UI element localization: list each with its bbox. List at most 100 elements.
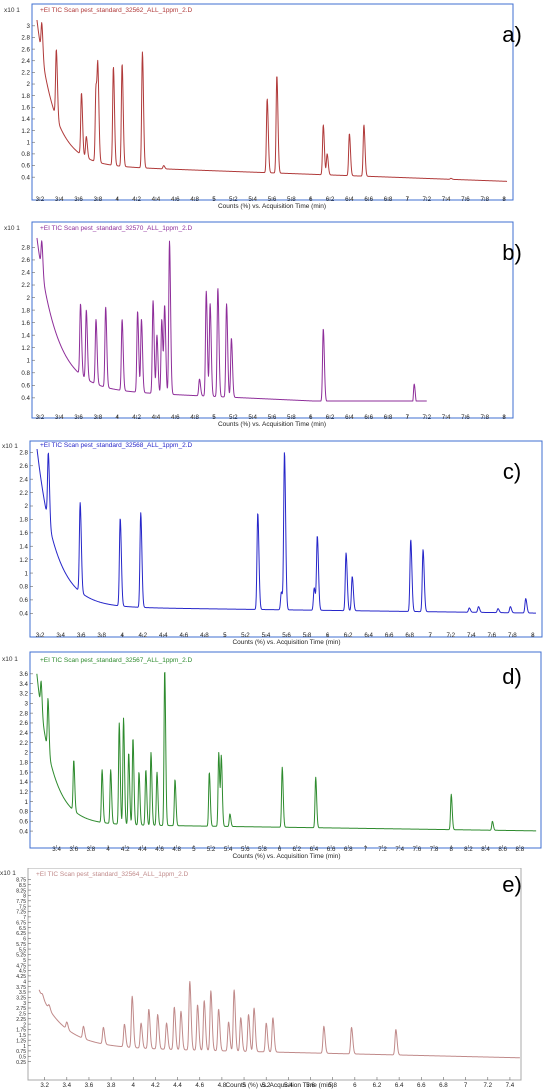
y-tick-label: 7 (23, 915, 26, 921)
x-tick-label: 7.4 (395, 846, 404, 853)
x-tick-label: 3.6 (74, 414, 83, 421)
peak-point (95, 319, 96, 320)
chart-e: +EI TIC Scan pest_standard_32564_ALL_1pp… (0, 868, 522, 1089)
y-tick-label: 2.8 (19, 710, 28, 717)
x-tick-label: 3.8 (97, 632, 106, 639)
y-tick-label: 7.75 (16, 899, 26, 905)
chart-c: +EI TIC Scan pest_standard_32568_ALL_1pp… (2, 440, 543, 646)
peak-point (169, 241, 170, 242)
x-tick-label: 5.4 (224, 846, 233, 853)
chromatogram-panel-e: +EI TIC Scan pest_standard_32564_ALL_1pp… (0, 868, 550, 1089)
peak-point (315, 776, 316, 777)
peak-point (166, 1022, 167, 1023)
x-tick-label: 5 (192, 846, 196, 853)
x-tick-label: 4 (132, 1082, 136, 1089)
y-tick-label: 2.4 (21, 58, 30, 65)
peak-point (282, 767, 283, 768)
peak-point (128, 752, 129, 753)
x-tick-label: 8 (502, 414, 506, 421)
x-tick-label: 4 (121, 632, 125, 639)
y-tick-label: 6.75 (16, 920, 26, 926)
y-tick-label: 1.6 (21, 105, 30, 112)
y-tick-label: 2.4 (19, 730, 28, 737)
x-tick-label: 5.6 (282, 632, 291, 639)
x-tick-label: 7.6 (461, 196, 470, 203)
x-tick-label: 5.8 (287, 196, 296, 203)
y-tick-label: 8.25 (16, 888, 26, 894)
peak-point (226, 303, 227, 304)
x-tick-label: 5.8 (287, 414, 296, 421)
y-tick-label: 1 (25, 799, 29, 806)
x-tick-label: 7 (406, 414, 410, 421)
peak-point (150, 752, 151, 753)
peak-point (510, 606, 511, 607)
x-tick-label: 4.4 (152, 196, 161, 203)
peak-point (209, 772, 210, 773)
y-tick-label: 0.8 (19, 809, 28, 816)
x-tick-label: 3.2 (36, 196, 45, 203)
y-tick-label: 2.8 (21, 245, 30, 252)
peak-point (156, 772, 157, 773)
y-tick-label: 0.4 (19, 610, 28, 617)
x-tick-label: 5.4 (248, 414, 257, 421)
peak-point (451, 794, 452, 795)
peak-point (95, 86, 96, 87)
x-tick-label: 4 (116, 414, 120, 421)
y-tick-label: 2 (25, 503, 29, 510)
panel-label: b) (502, 240, 522, 265)
plot-frame (29, 651, 542, 849)
x-tick-label: 6.2 (344, 632, 353, 639)
x-tick-label: 6.6 (417, 1082, 426, 1089)
x-axis-label: Counts (%) vs. Acquisition Time (min) (218, 203, 326, 210)
peak-point (141, 319, 142, 320)
peak-point (66, 1021, 67, 1022)
peak-point (189, 981, 190, 982)
peak-point (497, 608, 498, 609)
chromatogram-trace (36, 671, 537, 832)
peak-point (161, 319, 162, 320)
peak-point (204, 1000, 205, 1001)
x-tick-label: 6.8 (439, 1082, 448, 1089)
y-tick-label: 2 (23, 1022, 26, 1028)
y-tick-label: 1.8 (19, 759, 28, 766)
x-tick-label: 6.8 (384, 414, 393, 421)
peak-point (422, 549, 423, 550)
x-tick-label: 6.6 (327, 846, 336, 853)
peak-point (73, 759, 74, 760)
peak-point (414, 383, 415, 384)
y-tick-label: 1.4 (19, 543, 28, 550)
peak-point (323, 1026, 324, 1027)
x-tick-label: 3.4 (55, 196, 64, 203)
peak-point (395, 1029, 396, 1030)
x-tick-label: 8.6 (498, 846, 507, 853)
peak-point (197, 1004, 198, 1005)
x-tick-label: 7.4 (442, 196, 451, 203)
x-axis-label: Counts (%) vs. Acquisition Time (min) (225, 1082, 333, 1089)
x-tick-label: 4.4 (159, 632, 168, 639)
peak-point (314, 587, 315, 588)
y-tick-label: 1.2 (19, 557, 28, 564)
peak-point (163, 165, 164, 166)
x-tick-label: 6.4 (364, 632, 373, 639)
x-tick-label: 3.4 (55, 414, 64, 421)
y-tick-label: 3.6 (19, 671, 28, 678)
y-tick-label: 0.4 (19, 828, 28, 835)
x-tick-label: 3.2 (36, 632, 45, 639)
y-exponent-label: x10 1 (2, 656, 18, 663)
peak-point (327, 153, 328, 154)
chromatogram-trace (36, 237, 427, 402)
y-exponent-label: x10 1 (4, 225, 20, 232)
peak-point (140, 1022, 141, 1023)
x-tick-label: 5.2 (229, 414, 238, 421)
peak-point (492, 821, 493, 822)
x-tick-label: 5.8 (328, 1082, 337, 1089)
y-tick-label: 2.5 (19, 1012, 26, 1018)
chart-title: +EI TIC Scan pest_standard_32568_ALL_1pp… (40, 442, 193, 449)
y-tick-label: 1.2 (19, 789, 28, 796)
y-tick-label: 3 (27, 23, 31, 30)
y-tick-label: 0.6 (19, 818, 28, 825)
x-tick-label: 5.8 (303, 632, 312, 639)
x-tick-label: 3.8 (107, 1082, 116, 1089)
y-tick-label: 8.75 (16, 878, 26, 884)
peak-point (345, 552, 346, 553)
